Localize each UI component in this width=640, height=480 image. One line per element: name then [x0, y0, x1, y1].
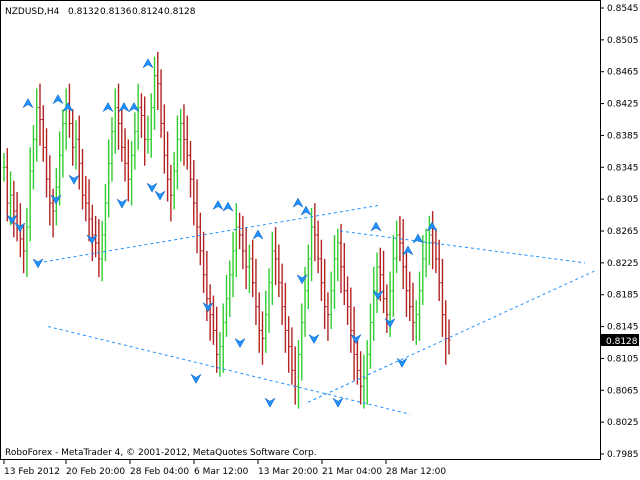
time-tick-label: 28 Feb 04:00 [130, 467, 189, 477]
price-tick-label: 0.8385 [607, 131, 639, 141]
price-tick-label: 0.8545 [607, 4, 639, 14]
fractal-up-arrow-icon [402, 245, 414, 256]
fractal-up-arrow-icon [52, 94, 64, 105]
fractal-up-arrow-icon [128, 102, 140, 113]
time-tick-label: 21 Mar 04:00 [322, 467, 382, 477]
trendline [47, 326, 411, 415]
price-tick-label: 0.8505 [607, 36, 639, 46]
price-tick-label: 0.8465 [607, 68, 639, 78]
time-tick-label: 13 Feb 2012 [4, 467, 60, 477]
fractal-up-arrow-icon [252, 229, 264, 240]
header-low: 0.8124 [132, 7, 164, 17]
trendlines [37, 205, 596, 415]
time-tick-label: 28 Mar 12:00 [386, 467, 446, 477]
time-tick-label: 13 Mar 20:00 [258, 467, 318, 477]
fractal-up-arrow-icon [426, 221, 438, 232]
fractal-down-arrow-icon [6, 214, 18, 225]
fractal-down-arrow-icon [32, 258, 44, 269]
fractal-down-arrow-icon [384, 317, 396, 329]
fractal-down-arrow-icon [14, 222, 26, 233]
fractal-down-arrow-icon [396, 357, 408, 368]
price-tick-label: 0.8105 [607, 354, 639, 364]
fractal-markers [6, 58, 438, 408]
fractal-down-arrow-icon [234, 337, 246, 349]
price-tick-label: 0.8025 [607, 418, 639, 428]
fractal-down-arrow-icon [190, 373, 202, 384]
header-close: 0.8128 [164, 7, 196, 17]
fractal-down-arrow-icon [372, 290, 384, 301]
fractal-up-arrow-icon [300, 205, 312, 216]
fractal-down-arrow-icon [350, 333, 362, 345]
time-tick-label: 6 Mar 12:00 [194, 467, 249, 477]
price-tick-label: 0.8305 [607, 195, 639, 205]
fractal-down-arrow-icon [154, 190, 166, 201]
current-price-badge [601, 334, 639, 346]
current-price-text: 0.8128 [606, 337, 638, 347]
price-tick-label: 0.8265 [607, 227, 639, 237]
price-tick-label: 0.8065 [607, 386, 639, 396]
price-tick-label: 0.8185 [607, 291, 639, 301]
fractal-up-arrow-icon [102, 102, 114, 113]
price-bars [2, 51, 451, 409]
header-open: 0.8132 [68, 7, 100, 17]
header-high: 0.8136 [100, 7, 132, 17]
fractal-down-arrow-icon [86, 234, 98, 245]
fractal-down-arrow-icon [116, 198, 128, 209]
time-tick-label: 20 Feb 20:00 [66, 467, 125, 477]
price-axis: 0.8545 0.8505 0.8465 0.8425 0.8385 0.8345 0.83… [600, 4, 639, 460]
fractal-up-arrow-icon [222, 201, 234, 212]
fractal-up-arrow-icon [292, 197, 304, 208]
price-tick-label: 0.8425 [607, 100, 639, 110]
fractal-up-arrow-icon [142, 58, 154, 69]
price-tick-label: 0.7985 [607, 450, 639, 460]
fractal-up-arrow-icon [22, 98, 34, 109]
fractal-down-arrow-icon [332, 397, 344, 408]
fractal-down-arrow-icon [264, 397, 276, 408]
fractal-down-arrow-icon [296, 274, 308, 285]
trendline [339, 230, 586, 264]
fractal-down-arrow-icon [68, 174, 80, 185]
fractal-down-arrow-icon [308, 333, 320, 345]
fractal-up-arrow-icon [62, 102, 74, 113]
price-tick-label: 0.8345 [607, 163, 639, 173]
fractal-down-arrow-icon [146, 182, 158, 193]
fractal-down-arrow-icon [202, 301, 214, 313]
price-tick-label: 0.8225 [607, 259, 639, 269]
fractal-up-arrow-icon [412, 233, 424, 244]
plot-frame [0, 0, 601, 460]
price-tick-label: 0.8145 [607, 323, 639, 333]
copyright-text: RoboForex - MetaTrader 4, © 2001-2012, M… [5, 448, 317, 458]
fractal-up-arrow-icon [212, 199, 224, 211]
trendline [307, 270, 596, 403]
fractal-up-arrow-icon [118, 102, 130, 113]
fractal-up-arrow-icon [370, 221, 382, 232]
fractal-down-arrow-icon [50, 194, 62, 205]
time-axis: 13 Feb 2012 20 Feb 20:00 28 Feb 04:00 6 Mar… [3, 460, 446, 477]
header-symbol: NZDUSD,H4 [5, 7, 60, 17]
